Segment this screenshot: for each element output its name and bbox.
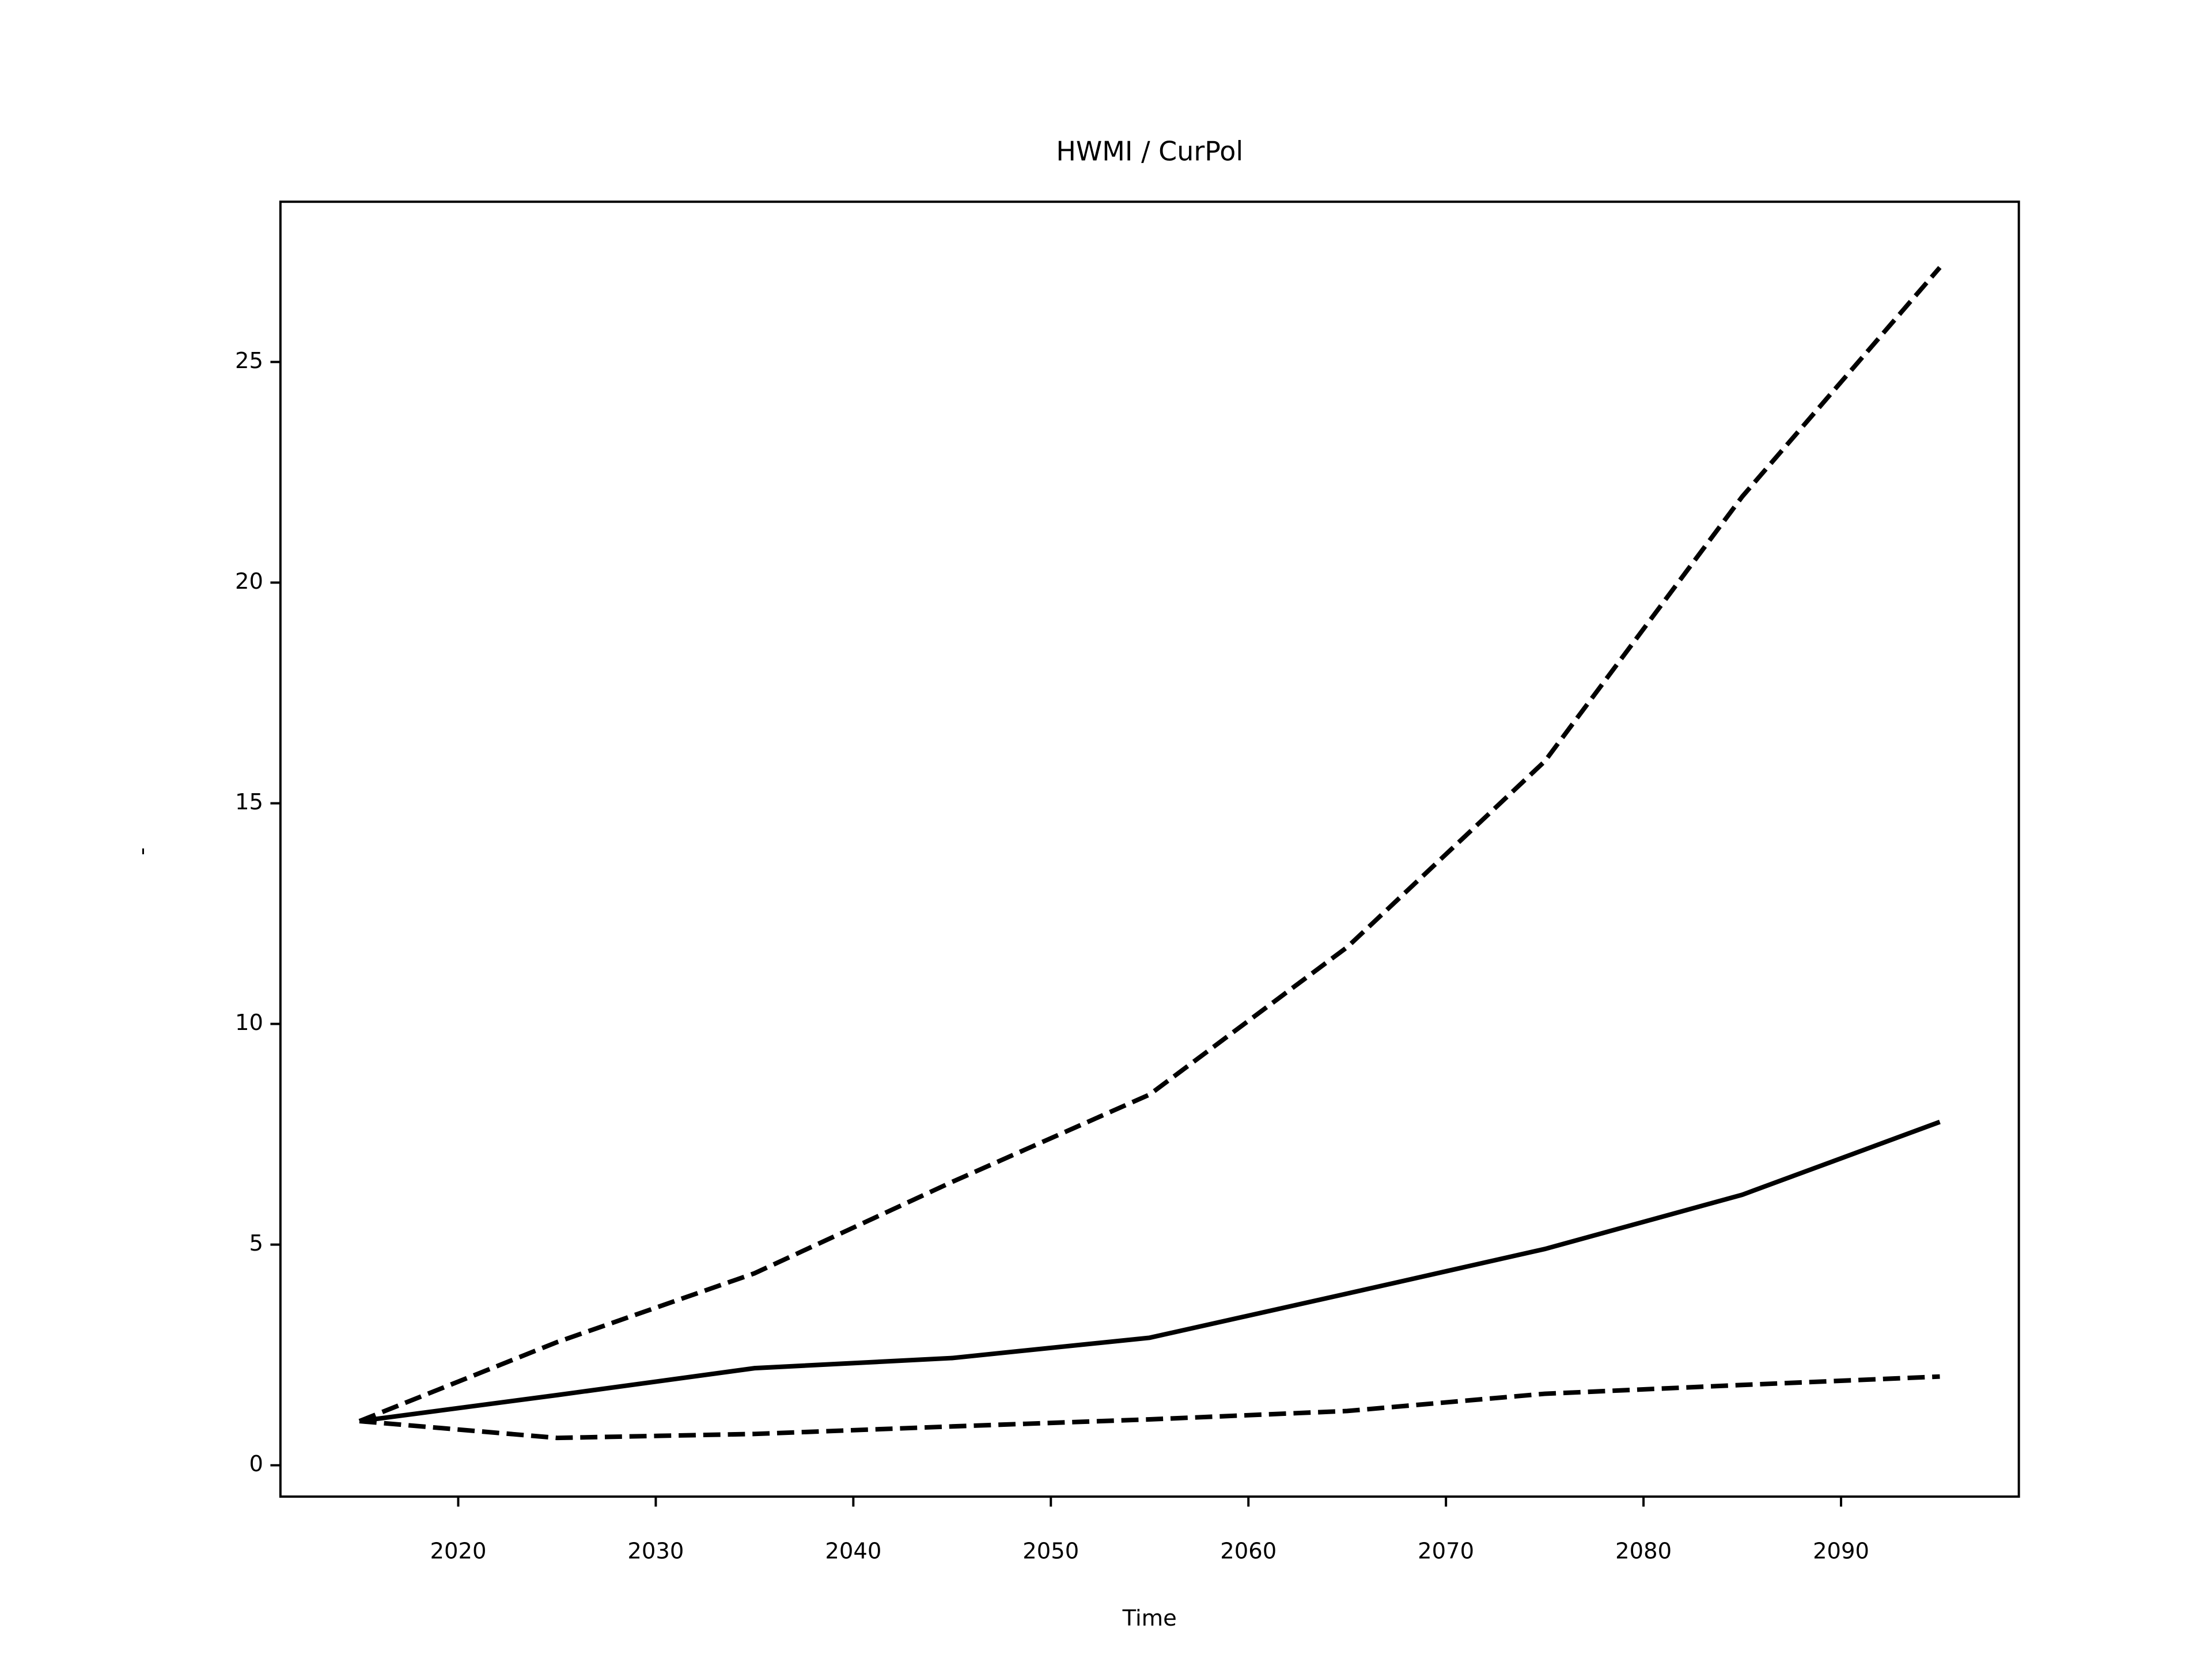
y-axis-label: -: [129, 847, 155, 855]
x-tick-label: 2050: [1022, 1538, 1079, 1564]
x-tick-label: 2020: [430, 1538, 486, 1564]
x-tick-label: 2080: [1615, 1538, 1672, 1564]
x-tick-label: 2060: [1220, 1538, 1277, 1564]
plot-frame: [279, 200, 2020, 1498]
y-tick-label: 20: [235, 569, 263, 594]
line-series: [359, 1119, 1941, 1424]
y-tick-label: 25: [235, 348, 263, 374]
x-axis-label: Time: [1122, 1605, 1177, 1631]
x-tick-label: 2090: [1813, 1538, 1869, 1564]
chart-title: HWMI / CurPol: [1056, 135, 1243, 166]
line-series: [358, 266, 1942, 1423]
y-tick-label: 0: [249, 1451, 263, 1477]
y-tick-label: 15: [235, 789, 263, 815]
y-tick-label: 5: [249, 1230, 263, 1256]
x-tick-label: 2040: [825, 1538, 881, 1564]
line-series: [359, 1374, 1940, 1441]
x-tick-label: 2070: [1418, 1538, 1474, 1564]
x-tick-label: 2030: [627, 1538, 684, 1564]
y-tick-label: 10: [235, 1010, 263, 1036]
